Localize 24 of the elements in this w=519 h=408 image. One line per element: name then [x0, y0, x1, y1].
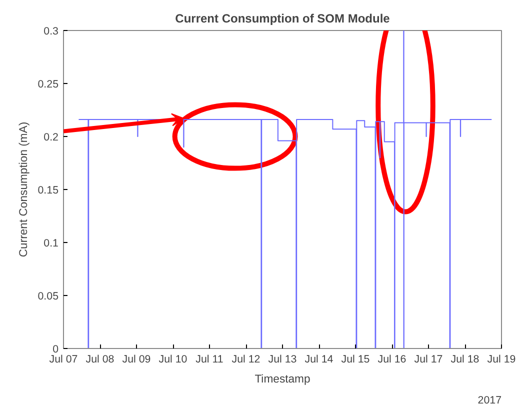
x-tick-label: Jul 15	[341, 354, 370, 366]
x-tick-label: Jul 17	[414, 354, 443, 366]
y-axis-title: Current Consumption (mA)	[18, 122, 30, 258]
y-tick-label: 0.25	[38, 78, 59, 90]
y-tick-label: 0.2	[44, 132, 59, 144]
x-tick-label: Jul 09	[122, 354, 151, 366]
x-tick-label: Jul 13	[268, 354, 297, 366]
x-tick-label: Jul 07	[49, 354, 78, 366]
chart-title: Current Consumption of SOM Module	[175, 12, 390, 26]
y-tick-label: 0.15	[38, 184, 59, 196]
x-tick-label: Jul 12	[232, 354, 260, 366]
x-axis-title: Timestamp	[254, 374, 310, 386]
y-tick-label: 0.1	[44, 238, 59, 250]
x-tick-label: Jul 14	[304, 354, 334, 366]
x-tick-label: Jul 08	[86, 354, 114, 366]
y-tick-label: 0.05	[38, 290, 59, 302]
y-tick-label: 0.3	[44, 26, 59, 38]
x-tick-label: Jul 18	[450, 354, 480, 366]
x-tick-label: Jul 16	[378, 354, 406, 366]
y-tick-label: 0	[52, 344, 59, 356]
x-tick-label: Jul 10	[158, 354, 188, 366]
text: 2017	[478, 394, 502, 406]
x-tick-label: Jul 11	[196, 354, 224, 366]
x-tick-label: Jul 19	[487, 354, 516, 366]
